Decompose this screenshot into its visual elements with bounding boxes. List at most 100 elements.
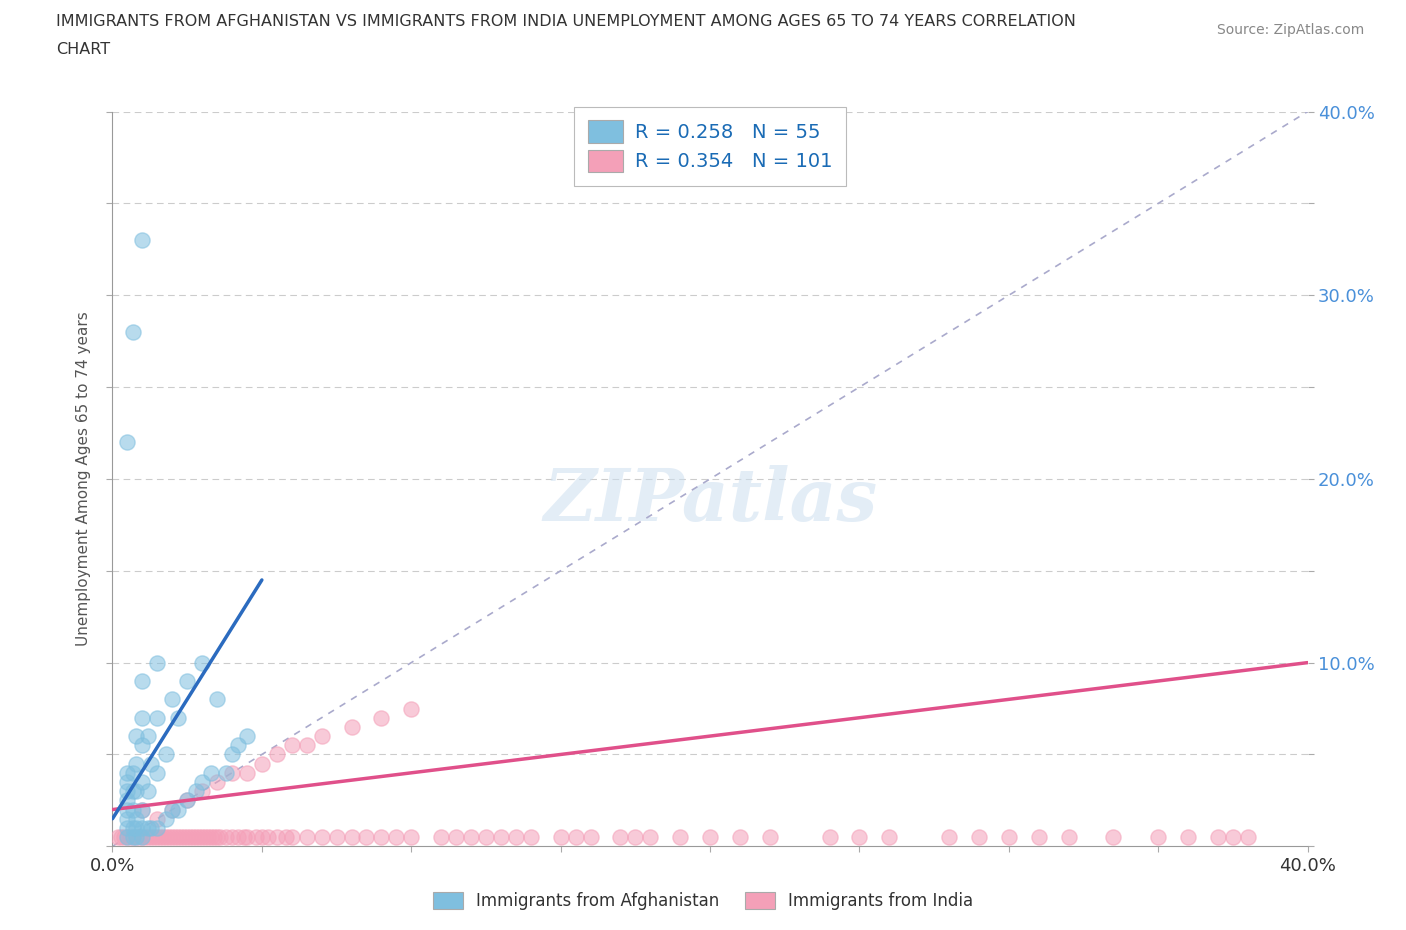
- Point: [281, 830, 304, 844]
- Point: [146, 655, 169, 670]
- Point: [818, 830, 841, 844]
- Point: [162, 802, 183, 817]
- Point: [998, 830, 1021, 844]
- Point: [194, 830, 217, 844]
- Point: [202, 830, 225, 844]
- Point: [122, 830, 145, 844]
- Legend: R = 0.258   N = 55, R = 0.354   N = 101: R = 0.258 N = 55, R = 0.354 N = 101: [574, 107, 846, 186]
- Point: [134, 830, 156, 844]
- Point: [191, 775, 214, 790]
- Point: [176, 793, 198, 808]
- Point: [197, 830, 219, 844]
- Point: [117, 435, 139, 450]
- Point: [157, 830, 180, 844]
- Point: [122, 765, 145, 780]
- Point: [401, 830, 423, 844]
- Point: [117, 811, 139, 826]
- Point: [122, 784, 145, 799]
- Point: [1237, 830, 1260, 844]
- Point: [489, 830, 512, 844]
- Point: [143, 830, 166, 844]
- Point: [131, 820, 153, 835]
- Legend: Immigrants from Afghanistan, Immigrants from India: Immigrants from Afghanistan, Immigrants …: [426, 885, 980, 917]
- Point: [1028, 830, 1050, 844]
- Point: [117, 830, 139, 844]
- Point: [176, 793, 198, 808]
- Point: [205, 775, 228, 790]
- Point: [221, 765, 243, 780]
- Point: [579, 830, 602, 844]
- Point: [205, 692, 228, 707]
- Point: [215, 765, 238, 780]
- Point: [640, 830, 662, 844]
- Point: [186, 830, 208, 844]
- Point: [370, 711, 392, 725]
- Point: [444, 830, 467, 844]
- Point: [162, 692, 183, 707]
- Point: [141, 830, 163, 844]
- Point: [138, 830, 160, 844]
- Point: [401, 701, 423, 716]
- Point: [236, 729, 259, 744]
- Point: [179, 830, 201, 844]
- Point: [138, 820, 160, 835]
- Point: [107, 830, 129, 844]
- Point: [200, 765, 222, 780]
- Point: [250, 830, 273, 844]
- Point: [117, 765, 139, 780]
- Point: [125, 811, 148, 826]
- Point: [233, 830, 256, 844]
- Point: [311, 729, 333, 744]
- Point: [624, 830, 647, 844]
- Point: [122, 830, 145, 844]
- Point: [245, 830, 267, 844]
- Point: [155, 811, 177, 826]
- Point: [141, 820, 163, 835]
- Point: [117, 793, 139, 808]
- Point: [266, 830, 288, 844]
- Point: [370, 830, 392, 844]
- Point: [138, 784, 160, 799]
- Point: [311, 830, 333, 844]
- Point: [149, 830, 172, 844]
- Point: [1177, 830, 1199, 844]
- Point: [125, 830, 148, 844]
- Point: [173, 830, 195, 844]
- Point: [281, 737, 304, 752]
- Point: [209, 830, 232, 844]
- Point: [131, 775, 153, 790]
- Point: [125, 756, 148, 771]
- Point: [125, 784, 148, 799]
- Text: IMMIGRANTS FROM AFGHANISTAN VS IMMIGRANTS FROM INDIA UNEMPLOYMENT AMONG AGES 65 : IMMIGRANTS FROM AFGHANISTAN VS IMMIGRANT…: [56, 14, 1076, 29]
- Point: [141, 756, 163, 771]
- Point: [191, 784, 214, 799]
- Point: [430, 830, 453, 844]
- Point: [1057, 830, 1080, 844]
- Point: [117, 830, 139, 844]
- Point: [122, 802, 145, 817]
- Point: [125, 729, 148, 744]
- Point: [325, 830, 347, 844]
- Point: [170, 830, 193, 844]
- Point: [236, 830, 259, 844]
- Point: [215, 830, 238, 844]
- Point: [117, 820, 139, 835]
- Point: [728, 830, 751, 844]
- Point: [1206, 830, 1229, 844]
- Point: [274, 830, 297, 844]
- Point: [564, 830, 586, 844]
- Point: [385, 830, 408, 844]
- Point: [162, 802, 183, 817]
- Point: [295, 830, 318, 844]
- Point: [125, 820, 148, 835]
- Point: [475, 830, 498, 844]
- Point: [257, 830, 280, 844]
- Point: [200, 830, 222, 844]
- Point: [117, 802, 139, 817]
- Point: [226, 737, 249, 752]
- Point: [131, 673, 153, 688]
- Point: [146, 811, 169, 826]
- Point: [221, 747, 243, 762]
- Point: [167, 802, 190, 817]
- Point: [125, 830, 148, 844]
